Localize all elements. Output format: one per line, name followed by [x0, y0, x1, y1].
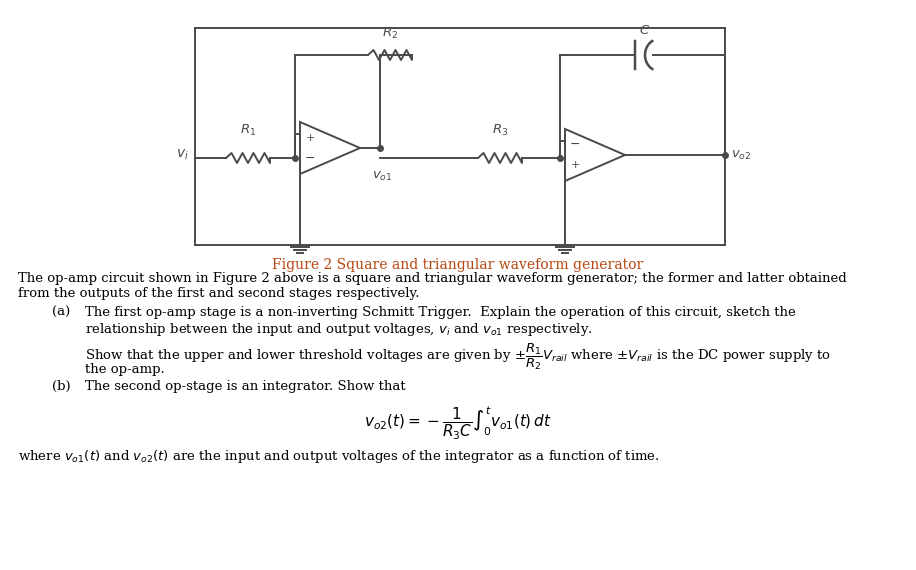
Text: $v_{o1}$: $v_{o1}$ — [372, 170, 392, 183]
Text: The first op-amp stage is a non-inverting Schmitt Trigger.  Explain the operatio: The first op-amp stage is a non-invertin… — [85, 306, 796, 319]
Text: The op-amp circuit shown in Figure 2 above is a square and triangular waveform g: The op-amp circuit shown in Figure 2 abo… — [18, 272, 846, 285]
Text: where $v_{o1}(t)$ and $v_{o2}(t)$ are the input and output voltages of the integ: where $v_{o1}(t)$ and $v_{o2}(t)$ are th… — [18, 448, 660, 465]
Text: +: + — [305, 133, 315, 142]
Text: relationship between the input and output voltages, $v_i$ and $v_{o1}$ respectiv: relationship between the input and outpu… — [85, 321, 593, 338]
Text: −: − — [570, 138, 580, 151]
Text: $C$: $C$ — [639, 24, 650, 37]
Text: $R_1$: $R_1$ — [240, 123, 256, 138]
Text: Show that the upper and lower threshold voltages are given by $\pm\dfrac{R_1}{R_: Show that the upper and lower threshold … — [85, 342, 831, 372]
Text: +: + — [571, 160, 580, 170]
Text: the op-amp.: the op-amp. — [85, 363, 165, 376]
Text: (a): (a) — [52, 306, 71, 319]
Text: from the outputs of the first and second stages respectively.: from the outputs of the first and second… — [18, 287, 420, 300]
Text: Figure 2 Square and triangular waveform generator: Figure 2 Square and triangular waveform … — [272, 258, 644, 272]
Text: $R_2$: $R_2$ — [382, 26, 398, 41]
Text: $v_{o2}$: $v_{o2}$ — [731, 148, 751, 161]
Text: The second op-stage is an integrator. Show that: The second op-stage is an integrator. Sh… — [85, 380, 406, 393]
Text: $v_i$: $v_i$ — [176, 148, 189, 162]
Text: −: − — [305, 152, 315, 165]
Text: $v_{o2}(t) = -\dfrac{1}{R_3C}\int_0^t v_{o1}(t)\,dt$: $v_{o2}(t) = -\dfrac{1}{R_3C}\int_0^t v_… — [365, 405, 551, 442]
Text: $R_3$: $R_3$ — [492, 123, 508, 138]
Text: (b): (b) — [52, 380, 71, 393]
